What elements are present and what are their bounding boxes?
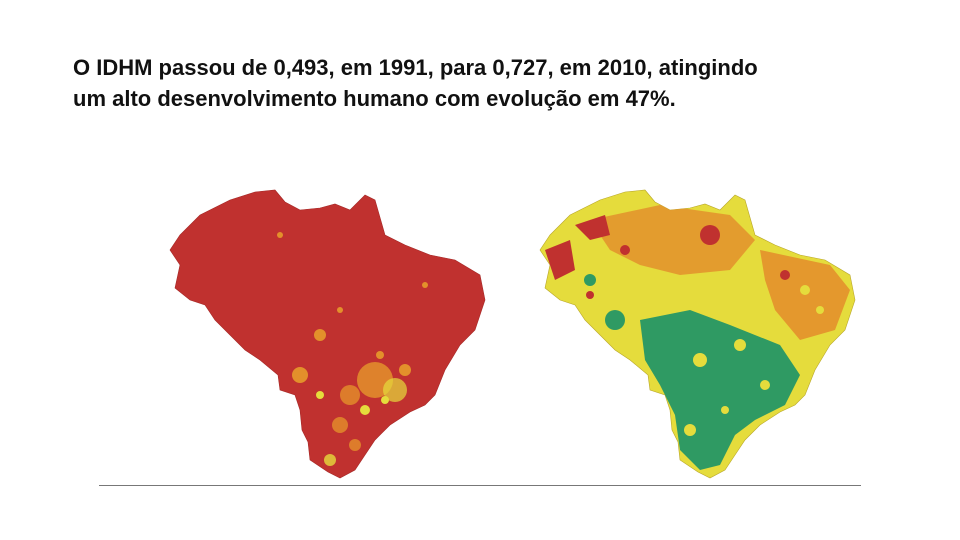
slide-heading: O IDHM passou de 0,493, em 1991, para 0,… (73, 52, 893, 114)
brazil-map-2010 (530, 180, 870, 480)
brazil-map-2010-svg (539, 189, 856, 479)
heading-line-1: O IDHM passou de 0,493, em 1991, para 0,… (73, 55, 758, 80)
bottom-divider (99, 485, 861, 486)
brazil-map-1991-svg (169, 189, 486, 479)
brazil-map-1991 (160, 180, 500, 480)
map-2010-regions (545, 205, 850, 470)
idhm-maps (160, 180, 856, 480)
heading-line-2: um alto desenvolvimento humano com evolu… (73, 86, 676, 111)
map-1991-regions (277, 232, 428, 466)
map-1991-outline (169, 189, 486, 479)
